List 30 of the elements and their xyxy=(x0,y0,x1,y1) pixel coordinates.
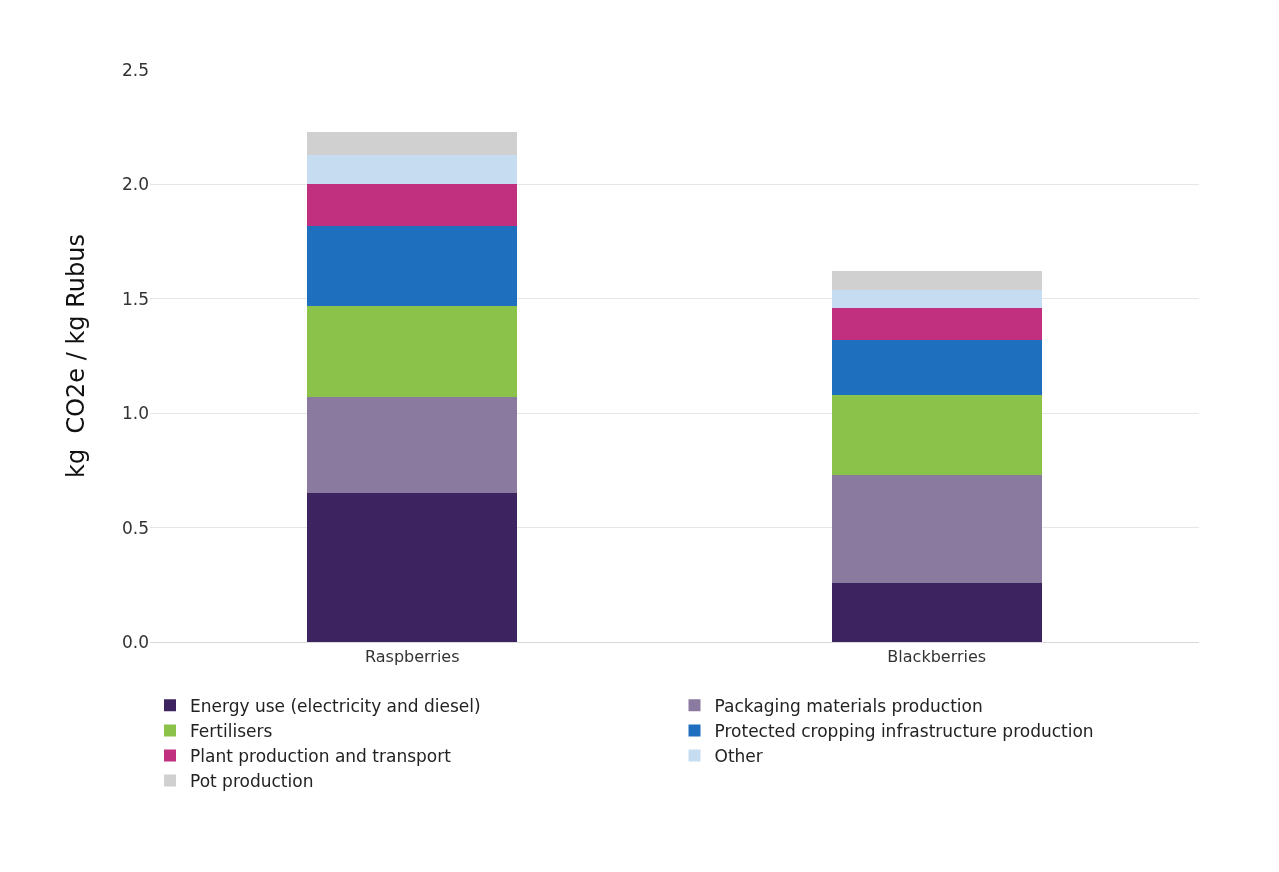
bar xyxy=(831,271,1042,290)
y-tick-label: 1.0 xyxy=(121,403,149,424)
y-tick-label: 1.5 xyxy=(121,288,149,309)
y-tick-label: 0.0 xyxy=(121,631,149,652)
bar xyxy=(307,397,518,494)
x-tick-label: Raspberries xyxy=(364,647,460,667)
bar xyxy=(831,474,1042,583)
y-tick-label: 0.5 xyxy=(121,517,149,538)
y-tick-label: 2.5 xyxy=(121,59,149,80)
bar xyxy=(307,131,518,155)
x-tick-label: Blackberries xyxy=(887,647,987,667)
bar xyxy=(831,394,1042,475)
bar xyxy=(307,305,518,398)
legend-label: Fertilisers xyxy=(190,721,273,742)
legend-label: Other xyxy=(714,746,763,767)
legend-label: Pot production xyxy=(190,771,314,792)
bar xyxy=(307,225,518,306)
y-tick-label: 2.0 xyxy=(121,174,149,195)
bar xyxy=(831,307,1042,340)
bar xyxy=(307,154,518,185)
legend-label: Packaging materials production xyxy=(714,695,983,716)
bar xyxy=(307,493,518,642)
legend-label: Protected cropping infrastructure production xyxy=(714,721,1094,742)
bar xyxy=(831,339,1042,395)
bar xyxy=(831,582,1042,642)
legend-label: Energy use (electricity and diesel) xyxy=(190,695,481,716)
y-axis-title: kg CO2e / kg Rubus xyxy=(62,234,91,478)
bar xyxy=(307,184,518,226)
legend-label: Plant production and transport xyxy=(190,746,452,767)
bar xyxy=(831,289,1042,308)
